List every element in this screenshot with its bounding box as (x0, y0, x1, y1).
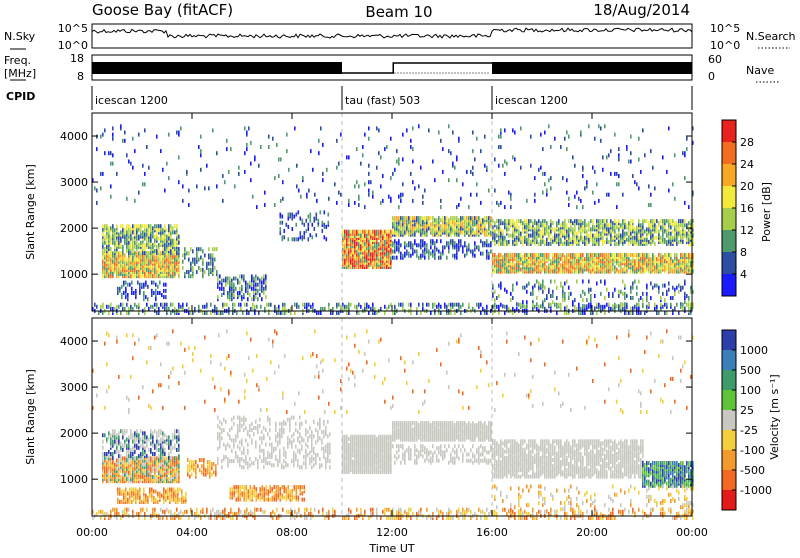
velocity-ylabel: Slant Range [km] (24, 369, 37, 465)
colorbar-swatch (722, 350, 736, 370)
colorbar-swatch (722, 274, 736, 296)
nsky-label: N.Sky (4, 30, 36, 43)
vel-cbar-tick-3: 25 (740, 404, 754, 417)
freq-unit-label: [MHz] (4, 67, 36, 80)
freq-band (92, 62, 342, 74)
nave-tick-top: 60 (708, 53, 722, 66)
colorbar-swatch (722, 330, 736, 350)
freq-label: Freq. (4, 54, 31, 67)
power-cbar-tick-4: 12 (740, 224, 754, 237)
vel-cbar-tick-2: 100 (740, 384, 761, 397)
power-cbar-tick-0: 28 (740, 136, 754, 149)
freq-tick-bottom: 8 (77, 70, 84, 83)
freq-tick-top: 18 (70, 52, 84, 65)
vel-yticks-tick-3: 4000 (60, 335, 88, 348)
time-tick-0: 00:00 (76, 526, 108, 539)
power-cbar-tick-2: 20 (740, 180, 754, 193)
velocity-colorbar-label: Velocity [m s⁻¹] (768, 374, 781, 459)
colorbar-swatch (722, 370, 736, 390)
nave-tick-bottom: 0 (708, 70, 715, 83)
cpid-segment-1: tau (fast) 503 (345, 94, 420, 107)
time-tick-3: 12:00 (376, 526, 408, 539)
colorbar-swatch (722, 390, 736, 410)
power-ylabel: Slant Range [km] (24, 164, 37, 260)
vel-cbar-tick-7: -1000 (740, 484, 772, 497)
time-tick-2: 08:00 (276, 526, 308, 539)
colorbar-swatch (722, 470, 736, 490)
vel-yticks-tick-0: 1000 (60, 473, 88, 486)
nave-trace (342, 63, 492, 73)
colorbar-swatch (722, 186, 736, 208)
colorbar-swatch (722, 490, 736, 510)
time-tick-1: 04:00 (176, 526, 208, 539)
vel-yticks-tick-1: 2000 (60, 427, 88, 440)
nsky-tick-bottom: 10^0 (58, 39, 88, 52)
time-tick-6: 00:00 (676, 526, 708, 539)
nsearch-tick-bottom: 10^0 (710, 39, 740, 52)
station-title: Goose Bay (fitACF) (92, 1, 233, 19)
power-yticks-tick-3: 4000 (60, 130, 88, 143)
power-cbar-tick-6: 4 (740, 268, 747, 281)
colorbar-swatch (722, 120, 736, 142)
colorbar-swatch (722, 164, 736, 186)
power-cbar-tick-3: 16 (740, 202, 754, 215)
time-axis-label: Time UT (368, 542, 414, 554)
cpid-segment-0: icescan 1200 (95, 94, 168, 107)
time-tick-5: 20:00 (576, 526, 608, 539)
power-yticks-tick-2: 3000 (60, 176, 88, 189)
power-yticks-tick-1: 2000 (60, 222, 88, 235)
power-cbar-tick-1: 24 (740, 158, 754, 171)
vel-cbar-tick-5: -100 (740, 444, 765, 457)
vel-cbar-tick-4: -25 (740, 424, 758, 437)
colorbar-swatch (722, 230, 736, 252)
nave-label: Nave (746, 64, 774, 77)
nsearch-label: N.Search (746, 30, 796, 43)
colorbar-swatch (722, 142, 736, 164)
power-yticks-tick-0: 1000 (60, 268, 88, 281)
date-title: 18/Aug/2014 (593, 1, 690, 19)
vel-cbar-tick-1: 500 (740, 364, 761, 377)
vel-cbar-tick-6: -500 (740, 464, 765, 477)
vel-cbar-tick-0: 1000 (740, 344, 768, 357)
colorbar-swatch (722, 252, 736, 274)
freq-band (492, 62, 692, 74)
beam-title: Beam 10 (365, 3, 432, 21)
cpid-strip: CPID icescan 1200 tau (fast) 503 icescan 1… (6, 86, 692, 110)
power-panel: 1000 2000 3000 4000 Slant Range [km] 28 24 20… (24, 113, 773, 315)
nsky-trace (92, 28, 692, 48)
vel-yticks-tick-2: 3000 (60, 381, 88, 394)
nsearch-tick-top: 10^5 (710, 22, 740, 35)
cpid-label: CPID (6, 90, 35, 103)
freq-strip: Freq. [MHz] 18 8 60 0 Nave (4, 52, 780, 83)
colorbar-swatch (722, 450, 736, 470)
nsky-tick-top: 10^5 (58, 22, 88, 35)
colorbar-swatch (722, 410, 736, 430)
velocity-panel: 1000 2000 3000 4000 Slant Range [km] 1000 50… (24, 318, 781, 520)
colorbar-swatch (722, 430, 736, 450)
nsky-strip: N.Sky 10^5 10^0 10^5 10^0 N.Search (4, 22, 796, 52)
colorbar-swatch (722, 208, 736, 230)
time-tick-4: 16:00 (476, 526, 508, 539)
cpid-segment-2: icescan 1200 (495, 94, 568, 107)
power-cbar-tick-5: 8 (740, 246, 747, 259)
power-colorbar-label: Power [dB] (760, 182, 773, 242)
